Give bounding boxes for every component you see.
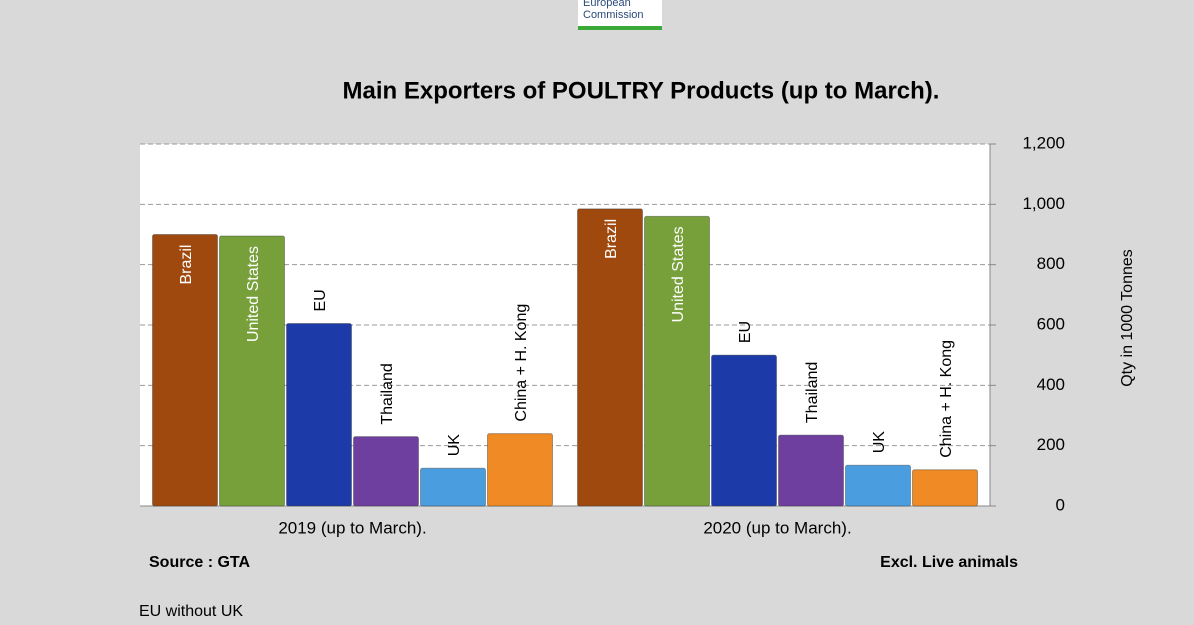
bar bbox=[912, 469, 978, 507]
bar-label: Thailand bbox=[804, 362, 821, 423]
plot: 0 200 400 600 800 1,000 1,200 2019 (up to March… bbox=[140, 133, 1065, 537]
logo-text: Commission bbox=[583, 9, 644, 21]
bar bbox=[420, 467, 486, 507]
y-tick-label: 400 bbox=[1037, 375, 1065, 394]
bar bbox=[644, 215, 710, 507]
y-tick-label: 1,000 bbox=[1022, 194, 1065, 213]
bar-label: Brazil bbox=[603, 219, 620, 259]
bar-label: EU bbox=[312, 289, 329, 311]
logo-box bbox=[578, 0, 662, 28]
logo-text: European bbox=[583, 0, 631, 9]
bar-label: UK bbox=[871, 431, 888, 454]
bar bbox=[577, 208, 643, 507]
bar-label: EU bbox=[737, 321, 754, 343]
bar bbox=[353, 436, 419, 507]
bar-label: Thailand bbox=[379, 363, 396, 424]
bar bbox=[711, 354, 777, 507]
bar-label: Brazil bbox=[178, 245, 195, 285]
y-tick-label: 800 bbox=[1037, 254, 1065, 273]
bar bbox=[219, 235, 285, 507]
bar-label: United States bbox=[245, 246, 262, 342]
source: Source : GTA bbox=[149, 554, 250, 571]
bar bbox=[286, 322, 352, 507]
bar bbox=[845, 464, 911, 507]
y-tick-label: 0 bbox=[1056, 495, 1065, 514]
note: Excl. Live animals bbox=[880, 554, 1018, 571]
bar-label: UK bbox=[446, 434, 463, 457]
x-tick-label: 2020 (up to March). bbox=[703, 518, 851, 537]
bar-label: China + H. Kong bbox=[513, 304, 530, 422]
chart-title: Main Exporters of POULTRY Products (up t… bbox=[343, 77, 940, 104]
x-tick-label: 2019 (up to March). bbox=[278, 518, 426, 537]
y-tick-label: 200 bbox=[1037, 435, 1065, 454]
bar-label: China + H. Kong bbox=[938, 340, 955, 458]
bar bbox=[152, 234, 218, 507]
y-tick-label: 600 bbox=[1037, 314, 1065, 333]
footnote: EU without UK bbox=[139, 603, 243, 620]
y-tick-label: 1,200 bbox=[1022, 133, 1065, 152]
logo-bar bbox=[578, 26, 662, 30]
y-axis-label: Qty in 1000 Tonnes bbox=[1119, 249, 1136, 387]
bar bbox=[487, 433, 553, 507]
bar-label: United States bbox=[670, 226, 687, 322]
bar bbox=[778, 434, 844, 507]
